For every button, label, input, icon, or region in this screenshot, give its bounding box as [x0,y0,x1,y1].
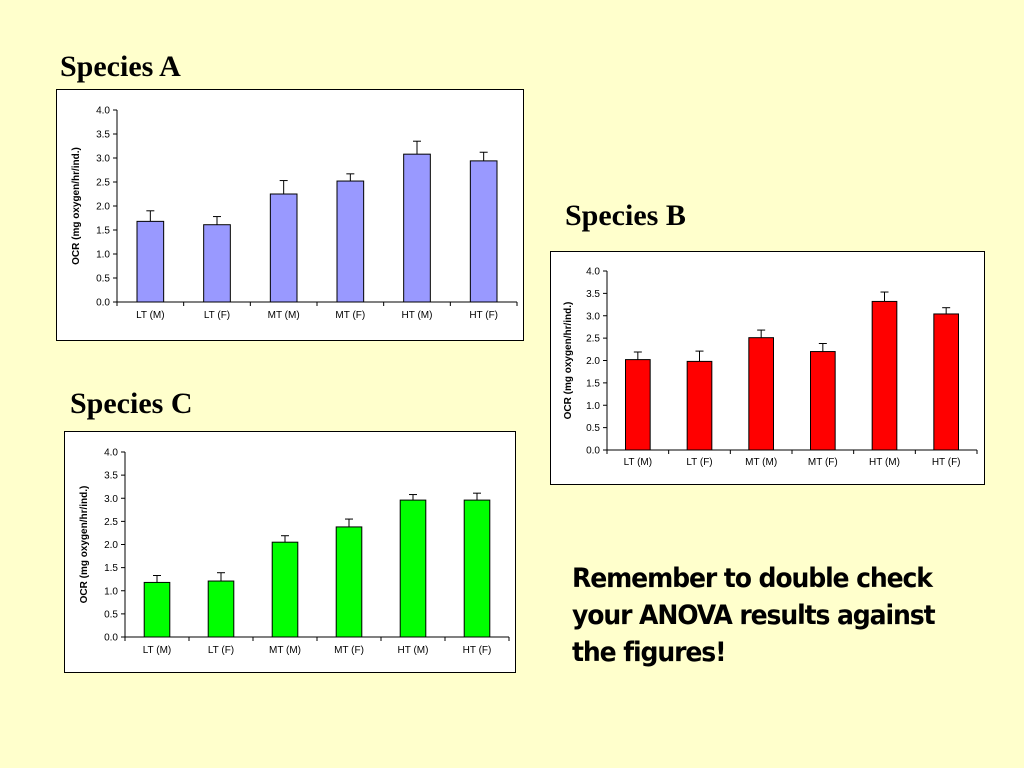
y-tick-label: 2.0 [586,356,600,367]
y-tick-label: 4.0 [96,106,110,117]
reminder-line: the figures! [572,637,727,668]
y-tick-label: 2.5 [104,517,118,528]
x-tick-label: HT (F) [463,645,492,656]
x-tick-label: LT (F) [204,310,230,321]
bar [810,351,836,451]
y-tick-label: 3.5 [96,130,110,141]
y-tick-label: 3.0 [104,494,118,505]
chart-panel-species-b: 0.0 0.5 1.0 1.5 2.0 2.5 3.0 3.5 4.0 LT (M) LT (F) M… [550,251,985,485]
x-tick-label: MT (M) [745,457,777,468]
chart-panel-species-a: 0.0 0.5 1.0 1.5 2.0 2.5 3.0 3.5 4.0 LT (M) LT (F) M… [56,89,524,341]
bar [399,499,427,638]
bar [403,153,431,303]
bar [933,313,960,451]
bar [271,541,299,638]
x-tick-label: HT (F) [469,310,498,321]
y-tick-label: 0.0 [96,298,110,309]
y-tick-label: 2.0 [96,202,110,213]
bar [748,337,774,451]
y-tick-label: 2.5 [96,178,110,189]
x-tick-label: MT (F) [334,645,364,656]
chart-panel-species-c: 0.0 0.5 1.0 1.5 2.0 2.5 3.0 3.5 4.0 LT (M) LT (F) M… [64,431,516,673]
bar-chart-species-b: 0.0 0.5 1.0 1.5 2.0 2.5 3.0 3.5 4.0 LT (M) LT (F) M… [563,267,978,468]
x-tick-label: HT (M) [402,310,433,321]
bar-chart-species-c: 0.0 0.5 1.0 1.5 2.0 2.5 3.0 3.5 4.0 LT (M) LT (F) M… [79,448,510,656]
chart-title-species-a: Species A [60,50,181,83]
x-tick-label: LT (F) [208,645,234,656]
y-tick-label: 0.5 [586,423,600,434]
bar [871,300,898,451]
y-tick-label: 0.5 [96,274,110,285]
y-tick-label: 0.5 [104,609,118,620]
chart-title-species-c: Species C [70,387,193,420]
bar [686,360,713,451]
y-axis-label: OCR (mg oxygen/hr/ind.) [563,302,574,420]
bar [335,526,363,638]
y-tick-label: 3.0 [96,154,110,165]
reminder-line: Remember to double check [572,563,933,594]
x-tick-label: LT (F) [686,457,712,468]
x-tick-label: LT (M) [624,457,653,468]
x-tick-label: HT (M) [398,645,429,656]
bar [625,359,651,451]
bar [207,580,235,638]
y-tick-label: 0.0 [586,446,600,457]
x-tick-label: MT (F) [335,310,365,321]
bar [469,160,498,303]
chart-title-species-b: Species B [565,199,686,232]
y-tick-label: 3.5 [104,471,118,482]
bar-chart-species-a: 0.0 0.5 1.0 1.5 2.0 2.5 3.0 3.5 4.0 LT (M) LT (F) M… [71,106,518,321]
y-tick-label: 1.0 [586,401,600,412]
y-tick-label: 1.5 [104,563,118,574]
x-tick-label: LT (M) [143,645,172,656]
y-tick-label: 2.5 [586,334,600,345]
y-tick-label: 2.0 [104,540,118,551]
bar [203,224,231,303]
bar [269,193,298,303]
y-tick-label: 0.0 [104,633,118,644]
y-tick-label: 1.0 [104,586,118,597]
x-tick-label: MT (M) [269,645,301,656]
bar [143,581,171,638]
bar [463,499,491,638]
reminder-note: Remember to double check your ANOVA resu… [572,560,963,671]
reminder-line: your ANOVA results against [572,600,936,631]
y-axis-label: OCR (mg oxygen/hr/ind.) [79,486,90,604]
x-tick-label: HT (F) [932,457,961,468]
y-tick-label: 1.5 [586,378,600,389]
y-tick-label: 3.0 [586,311,600,322]
y-tick-label: 4.0 [104,448,118,459]
x-tick-label: MT (F) [808,457,838,468]
x-tick-label: HT (M) [869,457,900,468]
y-tick-label: 4.0 [586,267,600,278]
y-tick-label: 3.5 [586,289,600,300]
x-tick-label: LT (M) [136,310,165,321]
bar [136,220,165,303]
y-tick-label: 1.0 [96,250,110,261]
bar [336,180,365,303]
x-tick-label: MT (M) [268,310,300,321]
y-axis-label: OCR (mg oxygen/hr/ind.) [71,147,82,265]
y-tick-label: 1.5 [96,226,110,237]
